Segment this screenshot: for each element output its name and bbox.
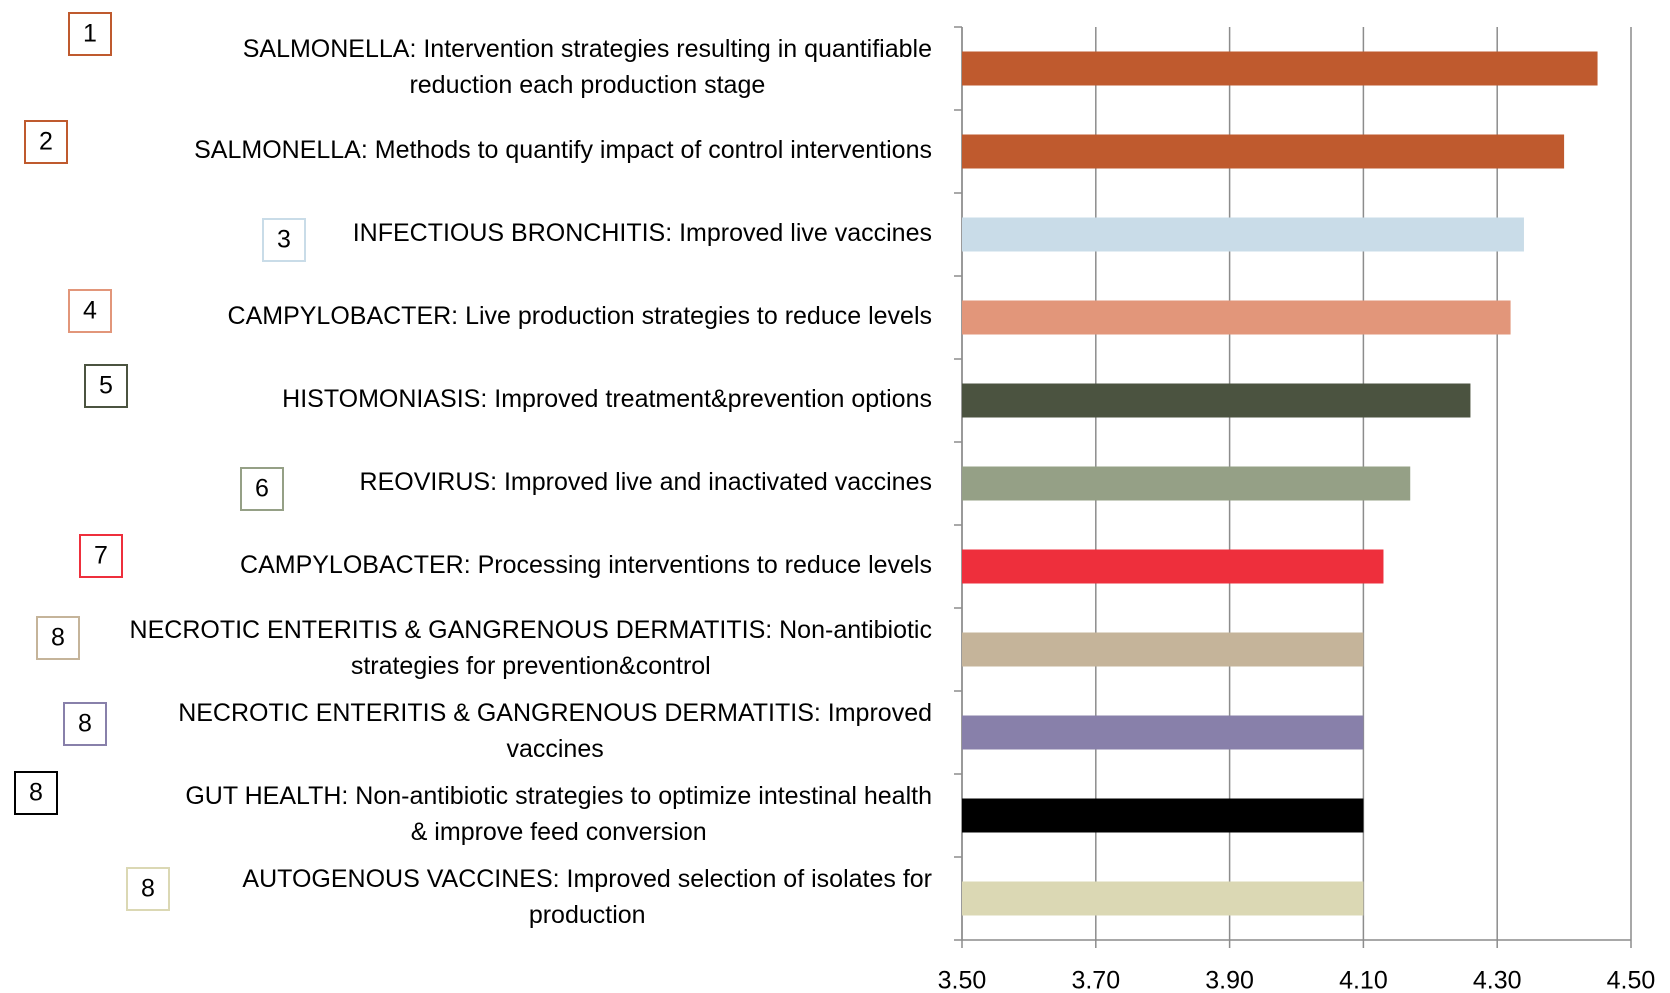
bar xyxy=(962,632,1364,667)
x-tick-label: 3.50 xyxy=(938,967,987,993)
rank-label: 8 xyxy=(29,779,43,807)
rank-label: 6 xyxy=(255,475,269,503)
rank-box xyxy=(63,702,107,746)
rank-box xyxy=(126,867,170,911)
bar xyxy=(962,798,1364,833)
rank-box xyxy=(68,12,112,56)
category-label: SALMONELLA: Intervention strategies resu… xyxy=(243,35,932,63)
bar xyxy=(962,134,1565,169)
rank-label: 5 xyxy=(99,372,113,400)
category-label: HISTOMONIASIS: Improved treatment&preven… xyxy=(282,385,932,413)
x-tick-label: 4.10 xyxy=(1339,967,1388,993)
bar xyxy=(962,715,1364,750)
rank-box xyxy=(68,289,112,333)
category-label: INFECTIOUS BRONCHITIS: Improved live vac… xyxy=(353,219,932,247)
rank-label: 2 xyxy=(39,128,53,156)
x-tick-label: 4.30 xyxy=(1473,967,1522,993)
category-label: vaccines xyxy=(506,735,603,763)
rank-box xyxy=(240,467,284,511)
rank-label: 7 xyxy=(94,542,108,570)
rank-label: 3 xyxy=(277,226,291,254)
category-label: NECROTIC ENTERITIS & GANGRENOUS DERMATIT… xyxy=(178,699,932,727)
rank-label: 4 xyxy=(83,297,97,325)
category-label: CAMPYLOBACTER: Processing interventions … xyxy=(240,551,932,579)
rank-label: 1 xyxy=(83,20,97,48)
x-tick-label: 4.50 xyxy=(1607,967,1656,993)
category-label: AUTOGENOUS VACCINES: Improved selection … xyxy=(242,865,932,893)
category-label: REOVIRUS: Improved live and inactivated … xyxy=(360,468,932,496)
rank-label: 8 xyxy=(78,710,92,738)
rank-box xyxy=(262,218,306,262)
bar xyxy=(962,549,1384,584)
bar xyxy=(962,51,1598,86)
category-label: & improve feed conversion xyxy=(411,818,707,846)
rank-label: 8 xyxy=(141,875,155,903)
bar xyxy=(962,300,1511,335)
rank-box xyxy=(79,534,123,578)
category-label: NECROTIC ENTERITIS & GANGRENOUS DERMATIT… xyxy=(130,616,932,644)
rank-box xyxy=(36,616,80,660)
category-label: CAMPYLOBACTER: Live production strategie… xyxy=(228,302,932,330)
rank-box xyxy=(84,364,128,408)
rank-label: 8 xyxy=(51,624,65,652)
bar xyxy=(962,383,1471,418)
rank-box xyxy=(14,771,58,815)
category-label: SALMONELLA: Methods to quantify impact o… xyxy=(194,136,932,164)
rank-box xyxy=(24,120,68,164)
category-label: reduction each production stage xyxy=(409,71,765,99)
category-label: strategies for prevention&control xyxy=(351,652,711,680)
category-label: GUT HEALTH: Non-antibiotic strategies to… xyxy=(185,782,932,810)
x-tick-label: 3.90 xyxy=(1205,967,1254,993)
bar xyxy=(962,466,1411,501)
bar xyxy=(962,217,1524,252)
category-label: production xyxy=(529,901,646,929)
x-tick-label: 3.70 xyxy=(1071,967,1120,993)
bar xyxy=(962,881,1364,916)
